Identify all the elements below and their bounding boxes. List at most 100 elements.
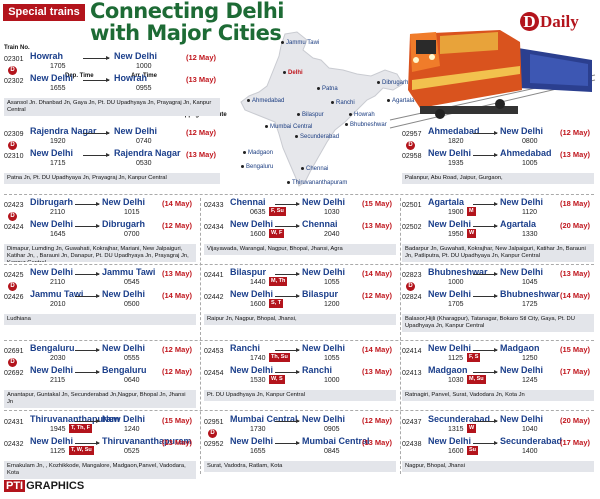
arrival-time: 1015 [124, 209, 140, 216]
origin-station: Bhubneshwar [428, 267, 488, 277]
destination-station: New Delhi [114, 126, 158, 136]
train-entry: 02441 Bilaspur 1440 New Delhi 1055 (14 May) M,… [204, 268, 400, 328]
route-arrow-icon [275, 224, 300, 228]
departure-time: 1705 [50, 63, 66, 70]
destination-station: New Delhi [102, 197, 146, 207]
train-number: 02951 [204, 419, 224, 426]
destination-station: New Delhi [500, 126, 544, 136]
train-row: 02691 Bengaluru 2030 New Delhi 0555 (12 May) [4, 344, 200, 364]
departure-time: 1900 [448, 209, 464, 216]
route-arrow-icon [473, 202, 498, 206]
run-date: (14 May) [362, 269, 393, 278]
run-date: (13 May) [560, 269, 591, 278]
map-city: Chennai [301, 166, 328, 172]
destination-station: Mumbai Central [302, 436, 370, 446]
departure-time: 1600 [250, 301, 266, 308]
destination-station: Secunderabad [500, 436, 563, 446]
departure-time: 1125 [448, 355, 464, 362]
train-row: 02310 New Delhi 1715 Rajendra Nagar 0530 (13 … [4, 149, 224, 169]
arrival-time: 1000 [324, 377, 340, 384]
graphics-label: GRAPHICS [26, 480, 85, 492]
map-city: Jammu Tawi [281, 40, 319, 46]
run-date: (12 May) [362, 416, 393, 425]
origin-station: New Delhi [428, 436, 472, 446]
map-city: Madgaon [243, 150, 273, 156]
route-arrow-icon [75, 294, 100, 298]
departure-time: 1440 [250, 279, 266, 286]
route-arrow-icon [75, 441, 100, 445]
destination-station: Bhubneshwar [500, 289, 560, 299]
origin-station: Thiruvananthapuram [30, 414, 120, 424]
map-city: Secunderabad [295, 134, 339, 140]
map-city: Ranchi [331, 100, 355, 106]
run-days-tag: W [467, 229, 477, 238]
city-dot-icon [283, 70, 286, 74]
origin-station: Jammu Tawi [30, 289, 84, 299]
arrival-time: 1055 [324, 355, 340, 362]
arrival-time: 1250 [522, 355, 538, 362]
daily-marker-icon: D [8, 66, 17, 75]
destination-station: New Delhi [500, 197, 544, 207]
destination-station: New Delhi [302, 197, 346, 207]
footer-credit: PTI GRAPHICS [4, 480, 84, 492]
city-dot-icon [265, 124, 268, 128]
city-name: Chennai [306, 166, 329, 172]
city-name: Mumbai Central [270, 124, 313, 130]
origin-station: Ahmedabad [428, 126, 480, 136]
origin-station: New Delhi [230, 365, 274, 375]
train-row: 02824 New Delhi 1705 Bhubneshwar 1725 (14 May… [402, 290, 598, 310]
run-days-tag: S, T [269, 299, 284, 308]
route-arrow-icon [473, 419, 498, 423]
city-name: Ahmedabad [252, 98, 285, 104]
departure-time: 1315 [448, 426, 464, 433]
page-title: Connecting Delhi with Major Cities [90, 0, 284, 44]
origin-station: New Delhi [30, 436, 74, 446]
destination-station: Jammu Tawi [102, 267, 156, 277]
map-city: Ahmedabad [247, 98, 284, 104]
train-number: 02431 [4, 419, 24, 426]
train-row: 02442 New Delhi 1600 Bilaspur 1200 (12 May) S,… [204, 290, 400, 310]
departure-time: 2030 [50, 355, 66, 362]
map-city: Mumbai Central [265, 124, 312, 130]
run-date: (14 May) [162, 291, 193, 300]
enroute-stoppages: Palanpur, Abu Road, Jaipur, Gurgaon, [402, 173, 594, 184]
run-date: (13 May) [560, 150, 591, 159]
destination-station: Dibrugarh [102, 219, 146, 229]
run-date: (15 May) [560, 345, 591, 354]
arrival-time: 0525 [124, 448, 140, 455]
arrival-time: 1245 [522, 377, 538, 384]
section-divider [4, 410, 594, 411]
train-entry: 02423 Dibrugarh 2110 New Delhi 1015 (14 May) 0… [4, 197, 200, 262]
departure-time: 1820 [448, 138, 464, 145]
route-arrow-icon [83, 131, 110, 135]
map-city: Thiruvananthapuram [287, 180, 347, 186]
train-entry: 02309 Rajendra Nagar 1920 New Delhi 0740 (12 … [4, 127, 224, 187]
section-divider [4, 194, 594, 195]
city-dot-icon [281, 40, 284, 44]
daily-logo: D Daily [520, 12, 579, 32]
arrival-time: 0905 [324, 426, 340, 433]
destination-station: Agartala [500, 219, 537, 229]
arrival-time: 0700 [124, 231, 140, 238]
dep-time-label: Dep. Time [65, 73, 94, 79]
section-divider [4, 340, 594, 341]
departure-time: 1935 [448, 160, 464, 167]
city-name: Agartala [392, 98, 415, 104]
train-number: 02952 [204, 441, 224, 448]
arrival-time: 1330 [522, 231, 538, 238]
arrival-time: 1000 [136, 63, 152, 70]
train-number: 02502 [402, 224, 422, 231]
run-days-tag: W, F [269, 229, 285, 238]
destination-station: New Delhi [500, 414, 544, 424]
daily-marker-icon: D [406, 282, 415, 291]
train-row: 02426 Jammu Tawi 2010 New Delhi 0500 (14 May) [4, 290, 200, 310]
origin-station: New Delhi [230, 219, 274, 229]
route-arrow-icon [275, 202, 300, 206]
arrival-time: 1120 [522, 209, 538, 216]
run-days-tag: M [467, 207, 476, 216]
run-days-tag: T, Th, F [69, 424, 92, 433]
run-days-tag: W, S [269, 375, 285, 384]
arrival-time: 1200 [324, 301, 340, 308]
train-row: 02437 Secunderabad 1315 New Delhi 1040 (20 Ma… [402, 415, 598, 435]
train-illustration [380, 20, 600, 130]
